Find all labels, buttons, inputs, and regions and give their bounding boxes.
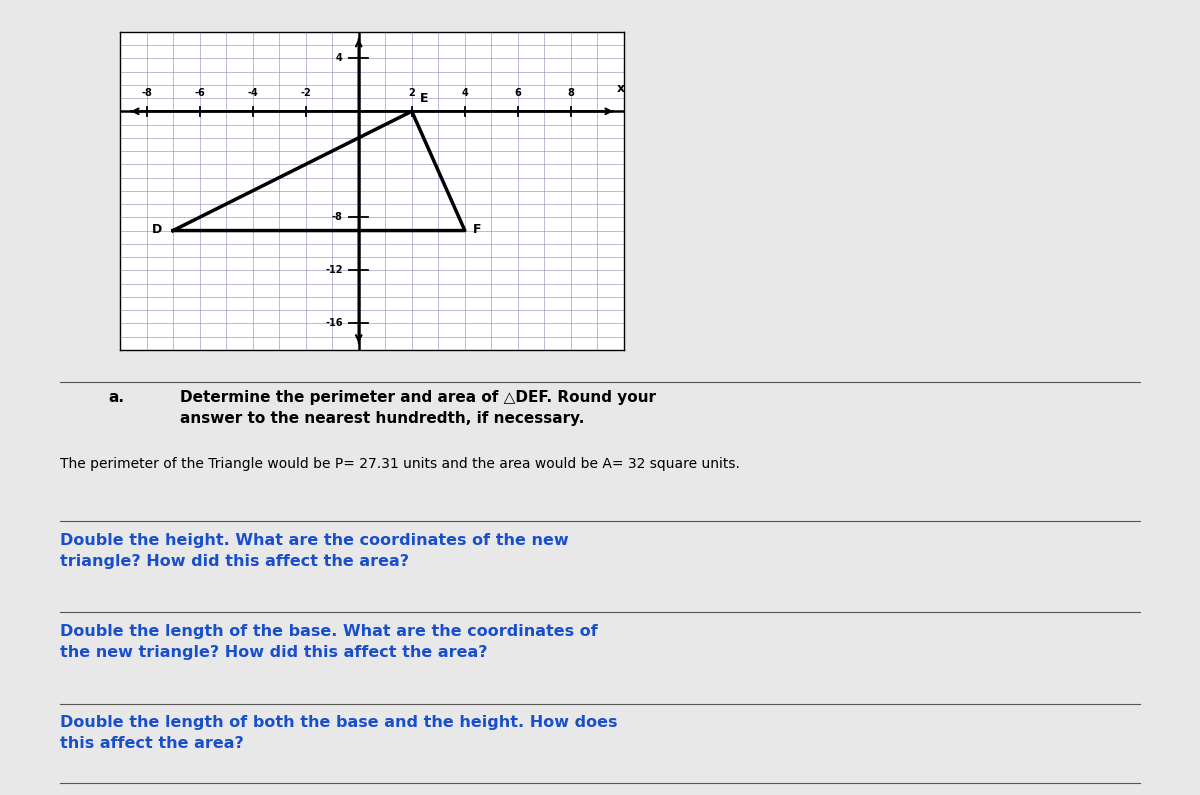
Text: F: F (473, 223, 481, 236)
Text: -6: -6 (194, 88, 205, 98)
Text: 4: 4 (462, 88, 468, 98)
Text: 6: 6 (515, 88, 521, 98)
Text: -8: -8 (142, 88, 152, 98)
Text: -12: -12 (325, 266, 343, 275)
Text: Determine the perimeter and area of △DEF. Round your
answer to the nearest hundr: Determine the perimeter and area of △DEF… (180, 390, 656, 425)
Text: Double the length of the base. What are the coordinates of
the new triangle? How: Double the length of the base. What are … (60, 624, 598, 660)
Text: -16: -16 (325, 318, 343, 328)
Text: 8: 8 (568, 88, 575, 98)
Text: -4: -4 (247, 88, 258, 98)
Text: Double the height. What are the coordinates of the new
triangle? How did this af: Double the height. What are the coordina… (60, 533, 569, 568)
Text: E: E (420, 91, 428, 105)
Text: a.: a. (108, 390, 124, 405)
Text: 4: 4 (336, 53, 343, 64)
Text: -8: -8 (332, 212, 343, 223)
Text: 2: 2 (408, 88, 415, 98)
Text: D: D (152, 223, 162, 236)
Text: -2: -2 (300, 88, 311, 98)
Text: The perimeter of the Triangle would be P= 27.31 units and the area would be A= 3: The perimeter of the Triangle would be P… (60, 457, 740, 471)
Text: Double the length of both the base and the height. How does
this affect the area: Double the length of both the base and t… (60, 716, 618, 751)
Text: x: x (617, 83, 625, 95)
